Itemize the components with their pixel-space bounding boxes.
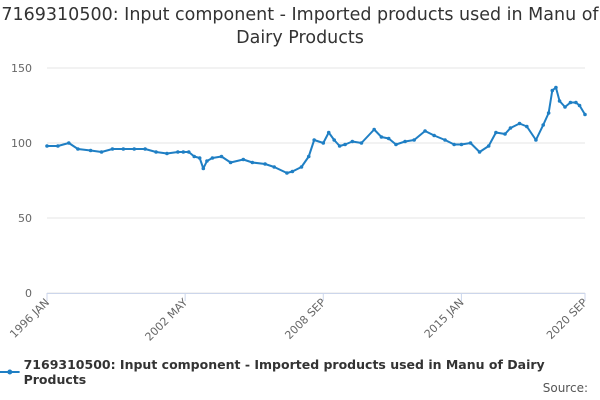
data-point xyxy=(241,157,246,162)
data-point xyxy=(285,171,289,175)
data-point xyxy=(290,169,295,174)
data-point xyxy=(541,123,545,127)
data-point xyxy=(143,147,147,151)
data-point xyxy=(99,150,104,154)
data-point xyxy=(154,150,158,154)
data-point xyxy=(546,111,551,115)
data-point xyxy=(228,160,233,165)
data-point xyxy=(577,103,582,108)
x-tick-label: 2008 SEP xyxy=(282,296,328,342)
x-tick-label: 2002 MAY xyxy=(143,296,191,344)
data-point xyxy=(272,165,276,169)
data-point xyxy=(121,147,126,151)
data-point xyxy=(197,156,202,160)
x-tick-label: 2015 JAN xyxy=(422,296,467,341)
chart-title: 7169310500: Input component - Imported p… xyxy=(1,5,599,48)
series-group xyxy=(45,85,587,175)
data-point xyxy=(132,147,137,151)
data-point xyxy=(176,150,180,154)
x-axis: 1996 JAN 2002 MAY 2008 SEP 2015 JAN 2020 SEP xyxy=(7,293,590,344)
data-point xyxy=(557,99,562,103)
data-point xyxy=(486,144,491,148)
data-point xyxy=(477,150,482,154)
y-tick-label: 0 xyxy=(25,287,32,300)
y-tick-label: 150 xyxy=(11,62,32,75)
data-point xyxy=(299,165,304,169)
data-point xyxy=(67,141,71,145)
data-point xyxy=(432,133,436,138)
y-tick-label: 50 xyxy=(18,212,32,225)
x-tick-label: 1996 JAN xyxy=(7,296,52,341)
data-point xyxy=(181,150,186,154)
data-point xyxy=(312,138,316,142)
data-point xyxy=(534,138,538,142)
source-credits[interactable]: Source: xyxy=(542,381,588,395)
data-point xyxy=(503,132,507,136)
legend-swatch-icon xyxy=(0,369,20,375)
data-point xyxy=(386,136,391,141)
y-tick-label: 100 xyxy=(11,137,32,150)
data-point xyxy=(165,151,169,156)
data-point xyxy=(186,150,191,154)
data-point xyxy=(443,138,447,142)
data-point xyxy=(321,141,326,145)
data-point xyxy=(554,85,558,90)
data-point xyxy=(468,141,473,145)
data-point xyxy=(508,126,513,130)
data-point xyxy=(563,105,567,109)
data-point xyxy=(525,124,529,129)
x-tick-label: 2020 SEP xyxy=(544,296,590,342)
data-point xyxy=(550,88,555,93)
data-point xyxy=(192,154,197,159)
data-point xyxy=(88,148,93,153)
data-point xyxy=(110,147,115,151)
y-axis-labels: 0 50 100 150 xyxy=(11,62,32,300)
data-point xyxy=(372,127,376,132)
data-point xyxy=(403,139,407,144)
data-point xyxy=(56,144,60,148)
data-point xyxy=(45,144,49,148)
data-point xyxy=(332,138,336,142)
data-point xyxy=(250,160,255,165)
data-point xyxy=(350,139,355,144)
legend[interactable]: 7169310500: Input component - Imported p… xyxy=(0,357,600,387)
grid-lines xyxy=(47,67,585,294)
data-point xyxy=(583,112,587,117)
legend-label: 7169310500: Input component - Imported p… xyxy=(23,357,545,387)
data-point xyxy=(517,121,522,126)
data-point xyxy=(306,154,311,159)
data-point xyxy=(574,100,578,105)
data-point xyxy=(210,156,215,160)
data-point xyxy=(423,129,427,133)
data-point xyxy=(459,142,464,147)
series-line xyxy=(47,86,586,174)
data-point xyxy=(263,162,267,166)
data-point xyxy=(452,142,456,147)
data-point xyxy=(359,141,364,145)
data-point xyxy=(326,130,331,135)
data-point xyxy=(76,147,80,151)
data-point xyxy=(568,100,573,105)
data-point xyxy=(219,154,224,159)
data-point xyxy=(494,130,498,135)
data-point xyxy=(337,144,342,148)
data-point xyxy=(205,159,209,163)
data-point xyxy=(379,135,384,139)
data-point xyxy=(394,142,398,147)
data-point xyxy=(343,142,347,147)
data-point xyxy=(201,166,206,171)
data-point xyxy=(412,138,416,142)
